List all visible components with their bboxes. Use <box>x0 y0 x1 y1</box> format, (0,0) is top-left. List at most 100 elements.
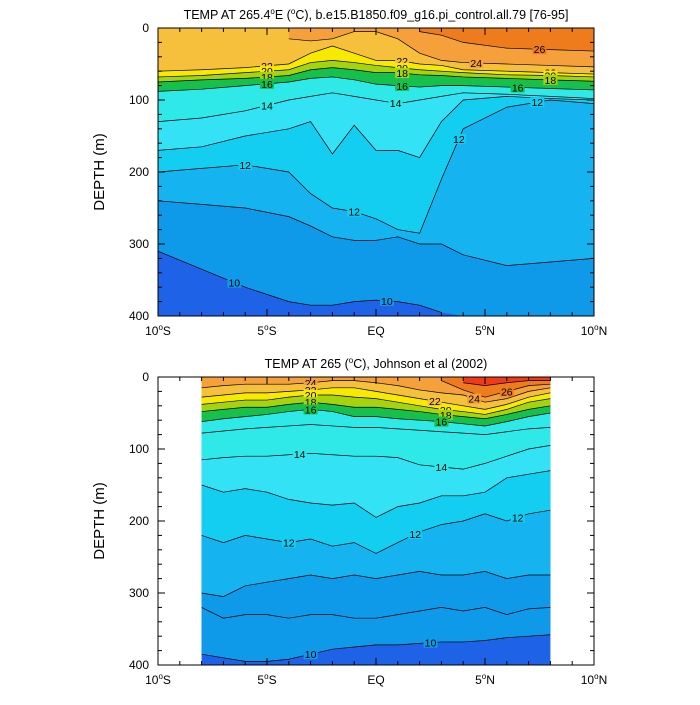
contour-label: 14 <box>261 100 273 112</box>
contour-label-bg <box>238 159 253 170</box>
contour-label: 16 <box>436 417 448 429</box>
y-tick-label: 0 <box>142 370 149 384</box>
contour-line-18 <box>158 67 594 83</box>
contour-line-20 <box>201 394 551 415</box>
contour-label-bg <box>451 133 466 144</box>
contour-label-bg <box>303 397 318 408</box>
contour-label-bg <box>281 537 296 548</box>
contour-label: 12 <box>409 529 421 541</box>
contour-label: 22 <box>429 396 441 408</box>
contour-line-10 <box>201 634 551 662</box>
x-tick-label: 10oN <box>581 672 607 687</box>
contour-label: 10 <box>228 278 240 290</box>
y-tick-label: 100 <box>129 442 149 456</box>
contour-label: 18 <box>545 75 557 87</box>
y-tick-label: 200 <box>129 514 149 528</box>
x-tick-label: 10oS <box>145 672 171 687</box>
contour-label: 10 <box>305 649 317 661</box>
contour-label-bg <box>303 390 318 400</box>
contour-label-bg <box>260 71 274 82</box>
contour-label: 14 <box>390 98 402 110</box>
contour-label: 12 <box>453 134 465 146</box>
contour-line-27 <box>463 380 551 386</box>
contour-labels: 2220181614121212101022201816242622201816… <box>227 44 558 308</box>
contour-line-18 <box>201 401 551 420</box>
chart-title: TEMP AT 265 (oC), Johnson et al (2002) <box>265 356 488 371</box>
contour-label-bg <box>469 57 484 68</box>
contour-line-22 <box>201 387 551 410</box>
x-tick-label: 5oN <box>475 672 495 687</box>
contour-label: 14 <box>436 462 448 474</box>
contour-label: 12 <box>283 538 295 550</box>
y-tick-label: 400 <box>129 658 149 672</box>
x-tick-label: 10oN <box>581 323 607 338</box>
contour-labels: 242220181614141212121010222018162426 <box>281 377 525 661</box>
contour-label-bg <box>260 100 274 111</box>
contour-line-11 <box>158 200 594 266</box>
contour-label: 12 <box>512 512 524 524</box>
contour-line-26 <box>441 380 551 398</box>
contour-label-bg <box>395 68 410 79</box>
x-tick-label: EQ <box>367 324 384 338</box>
contour-label: 22 <box>396 56 408 68</box>
contour-label-bg <box>260 60 274 71</box>
contour-line-11 <box>201 571 551 597</box>
contour-label-bg <box>543 74 558 85</box>
contour-label: 12 <box>239 160 251 172</box>
contour-label: 16 <box>261 79 273 91</box>
contour-label-bg <box>388 98 403 109</box>
x-tick-label: 5oS <box>257 323 276 338</box>
contour-label-bg <box>260 78 274 89</box>
contour-label: 18 <box>396 68 408 80</box>
y-axis-label: DEPTH (m) <box>91 133 108 211</box>
panel-top: 2220181614121212101022201816242622201816… <box>91 7 607 338</box>
contour-line-16 <box>158 76 594 92</box>
contour-label-bg <box>303 404 318 415</box>
contour-label-bg <box>530 97 545 108</box>
contour-label: 16 <box>512 82 524 94</box>
contour-label: 12 <box>348 207 360 219</box>
y-tick-label: 200 <box>129 165 149 179</box>
contour-label-bg <box>532 44 547 55</box>
contour-line-22 <box>158 45 594 75</box>
y-axis-label: DEPTH (m) <box>91 482 108 560</box>
contour-label: 18 <box>305 397 317 409</box>
contour-line-26 <box>419 31 594 52</box>
contour-label-bg <box>303 649 318 660</box>
contour-label: 16 <box>305 404 317 416</box>
contour-line-10.5 <box>201 607 551 619</box>
contour-label: 20 <box>305 390 317 402</box>
contour-label: 24 <box>468 394 480 406</box>
contour-label-bg <box>227 277 242 288</box>
x-tick-label: 10oS <box>145 323 171 338</box>
contour-label-bg <box>395 56 410 67</box>
contour-label: 18 <box>440 410 452 422</box>
contour-label-bg <box>395 63 410 74</box>
contour-label-bg <box>303 377 318 388</box>
contour-label: 24 <box>470 58 482 70</box>
contour-line-20 <box>158 60 594 78</box>
contour-line-15 <box>201 424 551 435</box>
y-tick-label: 300 <box>129 237 149 251</box>
contour-label-bg <box>510 512 525 523</box>
contour-label: 18 <box>261 72 273 84</box>
panel-bottom: 24222018161414121212101022201816242610oS… <box>91 356 607 687</box>
filled-contours <box>201 377 551 665</box>
contour-label-bg <box>467 393 482 404</box>
contour-label-bg <box>292 449 307 460</box>
contour-label-bg <box>499 386 514 397</box>
contour-line-14 <box>158 92 594 122</box>
contour-line-12 <box>158 99 594 234</box>
contour-label-bg <box>434 462 449 472</box>
filled-contours <box>158 28 594 316</box>
y-tick-label: 100 <box>129 93 149 107</box>
x-tick-label: 5oS <box>257 672 276 687</box>
contour-fill-26 <box>419 28 594 52</box>
contour-line-24 <box>288 31 594 68</box>
y-tick-label: 400 <box>129 309 149 323</box>
contour-label: 12 <box>531 97 543 109</box>
contour-label: 14 <box>294 449 306 461</box>
contour-line-16 <box>201 409 551 427</box>
